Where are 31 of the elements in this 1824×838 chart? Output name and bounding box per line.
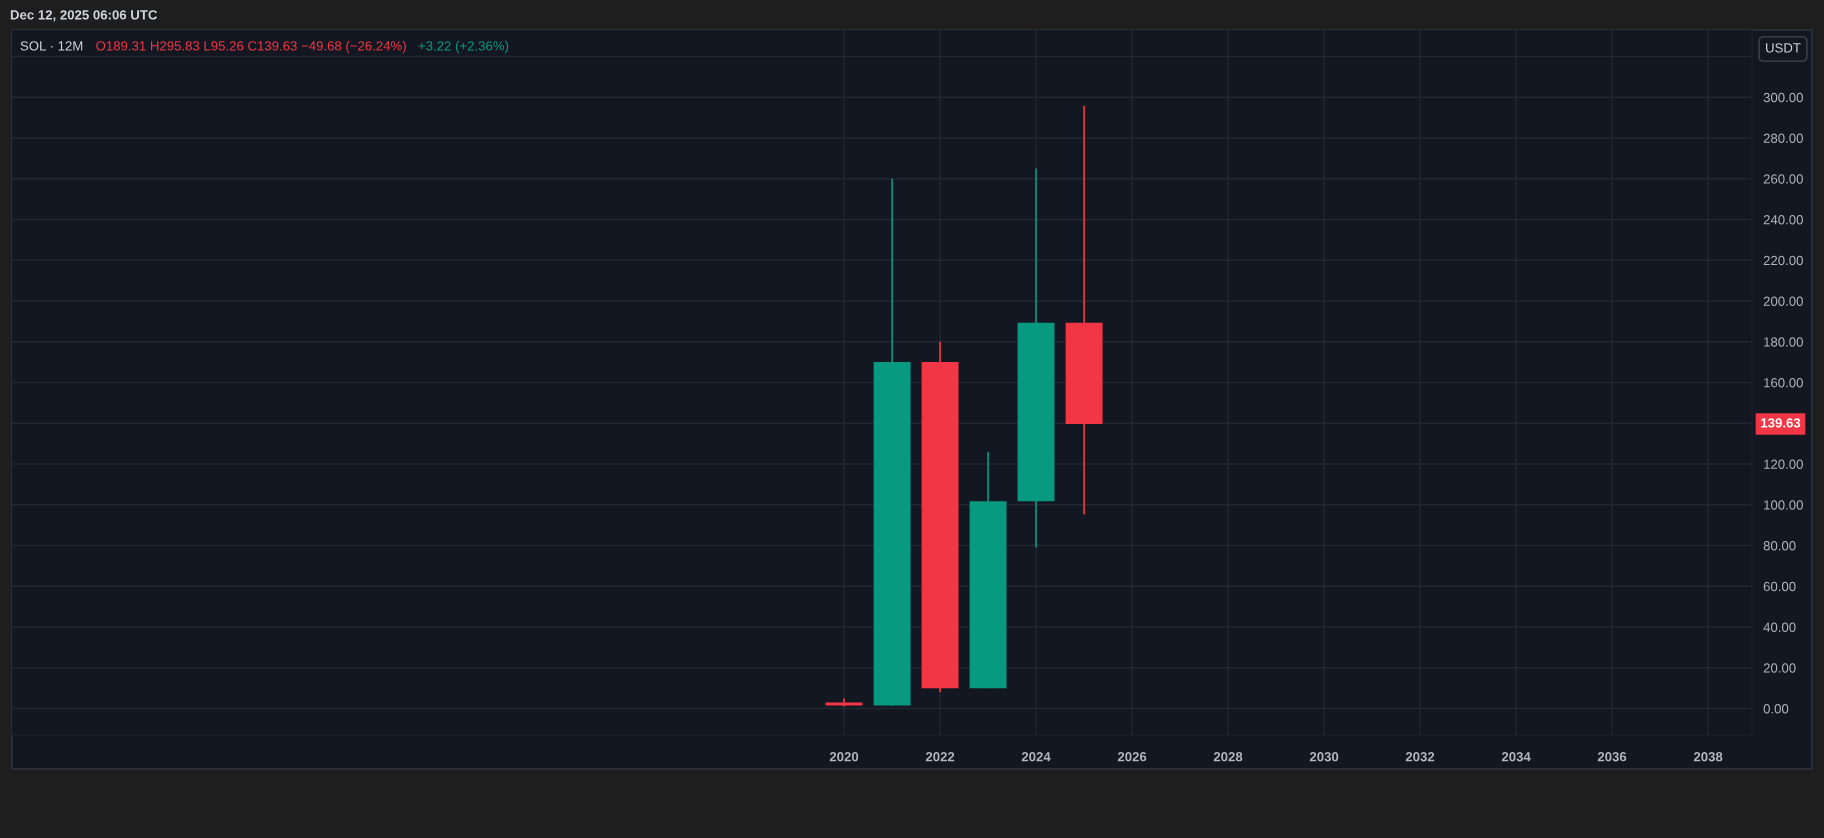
x-tick-label: 2030: [1309, 752, 1339, 762]
y-tick-label: 160.00: [1764, 378, 1803, 388]
y-tick-label: 20.00: [1763, 663, 1796, 673]
x-tick-label: 2022: [925, 752, 955, 762]
y-tick-label: 40.00: [1763, 622, 1796, 632]
y-tick-label: 300.00: [1763, 92, 1803, 103]
text: SOL · 12M: [20, 41, 83, 51]
x-tick-label: 2034: [1501, 752, 1531, 762]
text: 139.63: [1761, 418, 1801, 428]
x-tick-label: 2028: [1213, 752, 1243, 762]
y-tick-label: 80.00: [1763, 541, 1796, 551]
text: O189.31 H295.83 L95.26 C139.63 −49.68 (−26.24%): [96, 40, 406, 54]
y-axis-title: USDT: [1766, 43, 1801, 53]
y-tick-label: 120.00: [1764, 459, 1803, 469]
x-tick-label: 2038: [1693, 752, 1723, 762]
x-tick-label: 2036: [1597, 752, 1627, 762]
x-tick-label: 2026: [1117, 752, 1147, 762]
y-tick-label: 280.00: [1763, 133, 1803, 143]
y-tick-label: 240.00: [1763, 215, 1803, 225]
x-tick-label: 2024: [1021, 752, 1051, 762]
y-tick-label: 200.00: [1763, 296, 1803, 306]
y-tick-label: 260.00: [1763, 174, 1803, 184]
y-tick-label: 0.00: [1763, 704, 1789, 714]
text: Dec 12, 2025 06:06 UTC: [10, 10, 158, 22]
x-tick-label: 2020: [829, 752, 859, 762]
y-tick-label: 60.00: [1763, 581, 1796, 592]
y-tick-label: 100.00: [1764, 500, 1803, 510]
y-tick-label: 220.00: [1763, 255, 1803, 266]
y-tick-label: 180.00: [1764, 337, 1803, 347]
x-tick-label: 2032: [1405, 752, 1435, 762]
annotation: +3.22 (+2.36%): [418, 40, 509, 54]
